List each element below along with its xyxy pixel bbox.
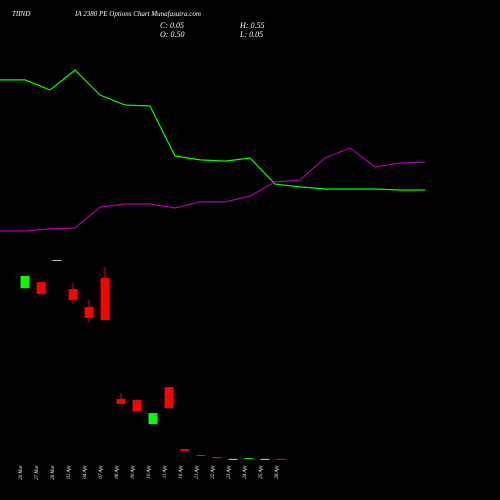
x-tick-label: 04 Apr bbox=[83, 465, 88, 479]
candle-body bbox=[100, 277, 110, 320]
title-part: TIIND bbox=[12, 10, 30, 18]
candle-body bbox=[36, 282, 46, 294]
title-part: IA 2380 PE Options Chart Munafasutra.com bbox=[74, 10, 201, 18]
candle-body bbox=[132, 400, 142, 412]
x-tick-label: 25 Apr bbox=[259, 465, 264, 479]
candle-body bbox=[196, 455, 206, 457]
candle-body bbox=[244, 458, 254, 460]
x-tick-label: 22 Apr bbox=[211, 465, 216, 479]
candle-body bbox=[20, 276, 30, 289]
candle-body bbox=[212, 456, 222, 459]
candle-body bbox=[228, 458, 238, 460]
x-tick-label: 10 Apr bbox=[147, 465, 152, 479]
x-tick-label: 24 Apr bbox=[243, 465, 248, 479]
x-tick-label: 16 Apr bbox=[179, 465, 184, 479]
candle-body bbox=[148, 413, 158, 425]
x-tick-label: 09 Apr bbox=[131, 465, 136, 479]
candle-body bbox=[116, 398, 126, 404]
candle-body bbox=[164, 387, 174, 409]
x-tick-label: 23 Apr bbox=[227, 465, 232, 479]
indicator-line bbox=[0, 69, 425, 191]
candle-body bbox=[52, 259, 62, 261]
ohlc-label: L: 0.05 bbox=[239, 30, 263, 39]
candle-body bbox=[276, 458, 286, 461]
ohlc-label: H: 0.55 bbox=[239, 21, 264, 30]
x-tick-label: 20 Mar bbox=[19, 465, 24, 480]
x-tick-label: 11 Apr bbox=[163, 465, 168, 478]
x-tick-label: 08 Apr bbox=[115, 465, 120, 479]
candle-body bbox=[84, 306, 94, 318]
candle-body bbox=[68, 288, 78, 301]
candle-body bbox=[180, 448, 190, 451]
indicator-line bbox=[0, 147, 426, 232]
x-tick-label: 27 Mar bbox=[35, 465, 40, 480]
x-tick-label: 21 Apr bbox=[195, 465, 200, 479]
ohlc-label: O: 0.50 bbox=[160, 30, 184, 39]
x-tick-label: 28 Mar bbox=[51, 465, 56, 480]
candle-body bbox=[260, 458, 270, 460]
x-tick-label: 02 Apr bbox=[67, 465, 72, 479]
x-tick-label: 07 Apr bbox=[99, 465, 104, 479]
ohlc-label: C: 0.05 bbox=[160, 21, 184, 30]
x-tick-label: 28 Apr bbox=[275, 465, 280, 479]
